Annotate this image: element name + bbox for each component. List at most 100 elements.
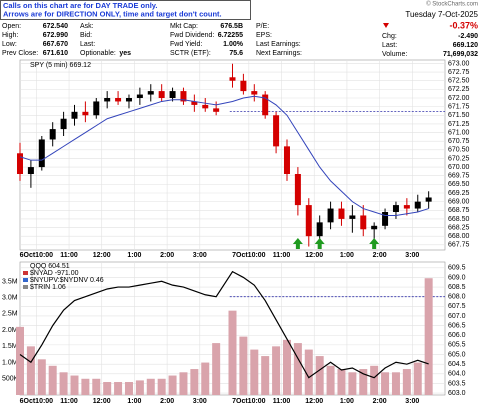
y-tick-label: 672.25 xyxy=(448,86,470,93)
volume-bar xyxy=(391,372,400,395)
volume-bar xyxy=(239,336,248,395)
x-tick-label: 7Oct10:00 xyxy=(232,398,266,405)
y-tick-label: 606.0 xyxy=(448,332,466,339)
y-tick-label: 669.25 xyxy=(448,190,470,197)
candle-body xyxy=(169,91,176,98)
quote-value: 6.72255 xyxy=(218,32,243,39)
candle-body xyxy=(305,205,312,237)
volume-bar xyxy=(370,365,379,395)
volume-bar xyxy=(348,372,357,395)
candle-body xyxy=(104,98,111,102)
volume-bar xyxy=(92,378,101,395)
y-tick-label: 606.5 xyxy=(448,322,466,329)
quote-label: Fwd Dividend: xyxy=(170,32,214,39)
y-tick-label: 669.75 xyxy=(448,173,470,180)
y-tick-label: 671.75 xyxy=(448,103,470,110)
y-tick-label: 604.0 xyxy=(448,371,466,378)
quote-label: Open: xyxy=(2,23,21,30)
candle-body xyxy=(180,91,187,102)
x-tick-label: 3:00 xyxy=(405,252,419,259)
upper-frame xyxy=(19,59,446,251)
quote-label: Bid: xyxy=(80,32,92,39)
x-tick-label: 12:00 xyxy=(305,398,323,405)
x-tick-label: 7Oct10:00 xyxy=(232,252,266,259)
legend-swatch xyxy=(23,271,28,275)
x-tick-label: 11:00 xyxy=(273,398,291,405)
candle-body xyxy=(213,108,220,112)
notice-line: Calls on this chart are for DAY TRADE on… xyxy=(3,1,157,10)
x-tick-label: 11:00 xyxy=(60,252,78,259)
volume-bar xyxy=(282,339,291,395)
x-tick-label: 3:00 xyxy=(193,252,207,259)
x-tick-label: 3:00 xyxy=(405,398,419,405)
volume-bar xyxy=(293,343,302,395)
candle-body xyxy=(273,115,280,147)
x-tick-label: 12:00 xyxy=(93,252,111,259)
x-tick-label: 12:00 xyxy=(305,252,323,259)
y-tick-label: 668.50 xyxy=(448,216,470,223)
candle-body xyxy=(82,111,89,116)
volume: 71,699,032 xyxy=(443,51,478,58)
candle-body xyxy=(262,94,269,116)
y-tick-label: 605.5 xyxy=(448,342,466,349)
volume-bar xyxy=(48,365,57,395)
quote-label: Fwd Yield: xyxy=(170,41,202,48)
volume-bar xyxy=(81,378,90,395)
volume-bar xyxy=(70,375,79,395)
y-tick-label: 605.0 xyxy=(448,351,466,358)
legend-entry: $TRIN 1.06 xyxy=(30,284,66,291)
x-tick-label: 6Oct10:00 xyxy=(20,398,54,405)
quote-value: 667.670 xyxy=(43,41,68,48)
y-tick-label: 669.00 xyxy=(448,198,470,205)
volume-bar xyxy=(212,343,221,395)
notice-box xyxy=(0,0,251,20)
y-tick-label: 608.5 xyxy=(448,284,466,291)
legend-swatch xyxy=(23,285,28,289)
quote-label: Ask: xyxy=(80,23,94,30)
quote-label: Mkt Cap: xyxy=(170,23,198,30)
legend-entry: $NYUPV:$NYDNV 0.46 xyxy=(30,277,104,284)
y2-tick-label: 3.5M xyxy=(2,278,18,285)
candle-body xyxy=(240,80,247,92)
volume-bar xyxy=(37,359,46,395)
candle-body xyxy=(382,212,389,226)
quote-value: 1.00% xyxy=(223,41,244,48)
notice-line: Arrows are for DIRECTION ONLY, time and … xyxy=(3,9,222,18)
volume-bar xyxy=(190,369,199,395)
legend-swatch xyxy=(23,278,28,282)
y2-tick-label: 3.0M xyxy=(2,295,18,302)
candle-body xyxy=(360,215,367,230)
volume-bar xyxy=(424,278,433,395)
candle-body xyxy=(403,205,410,209)
x-tick-label: 11:00 xyxy=(273,252,291,259)
x-tick-label: 6Oct10:00 xyxy=(20,252,54,259)
y-tick-label: 668.75 xyxy=(448,207,470,214)
quote-label: Prev Close: xyxy=(2,50,38,57)
candle-body xyxy=(71,111,78,119)
volume-bar xyxy=(168,375,177,395)
candle-body xyxy=(60,118,67,130)
candle-body xyxy=(283,146,290,174)
candle-body xyxy=(371,225,378,230)
y-tick-label: 609.5 xyxy=(448,265,466,272)
candle-body xyxy=(136,94,143,98)
candle-body xyxy=(294,174,301,206)
y-tick-label: 607.0 xyxy=(448,313,466,320)
x-tick-label: 1:00 xyxy=(340,398,354,405)
y-tick-label: 670.25 xyxy=(448,155,470,162)
change-label: Chg: xyxy=(382,33,397,40)
volume-bar xyxy=(26,346,35,395)
candle-body xyxy=(27,167,34,174)
candle-body xyxy=(202,104,209,109)
y2-tick-label: 2.5M xyxy=(2,311,18,318)
last: 669.120 xyxy=(453,42,478,49)
quote-label: High: xyxy=(2,32,18,39)
y-tick-label: 609.0 xyxy=(448,274,466,281)
quote-value: 672.990 xyxy=(43,32,68,39)
quote-label: Last Earnings: xyxy=(256,41,301,48)
volume-bar xyxy=(402,369,411,395)
y-tick-label: 667.75 xyxy=(448,242,470,249)
volume-bar xyxy=(146,378,155,395)
y-tick-label: 668.25 xyxy=(448,224,470,231)
volume-bar xyxy=(16,326,24,395)
